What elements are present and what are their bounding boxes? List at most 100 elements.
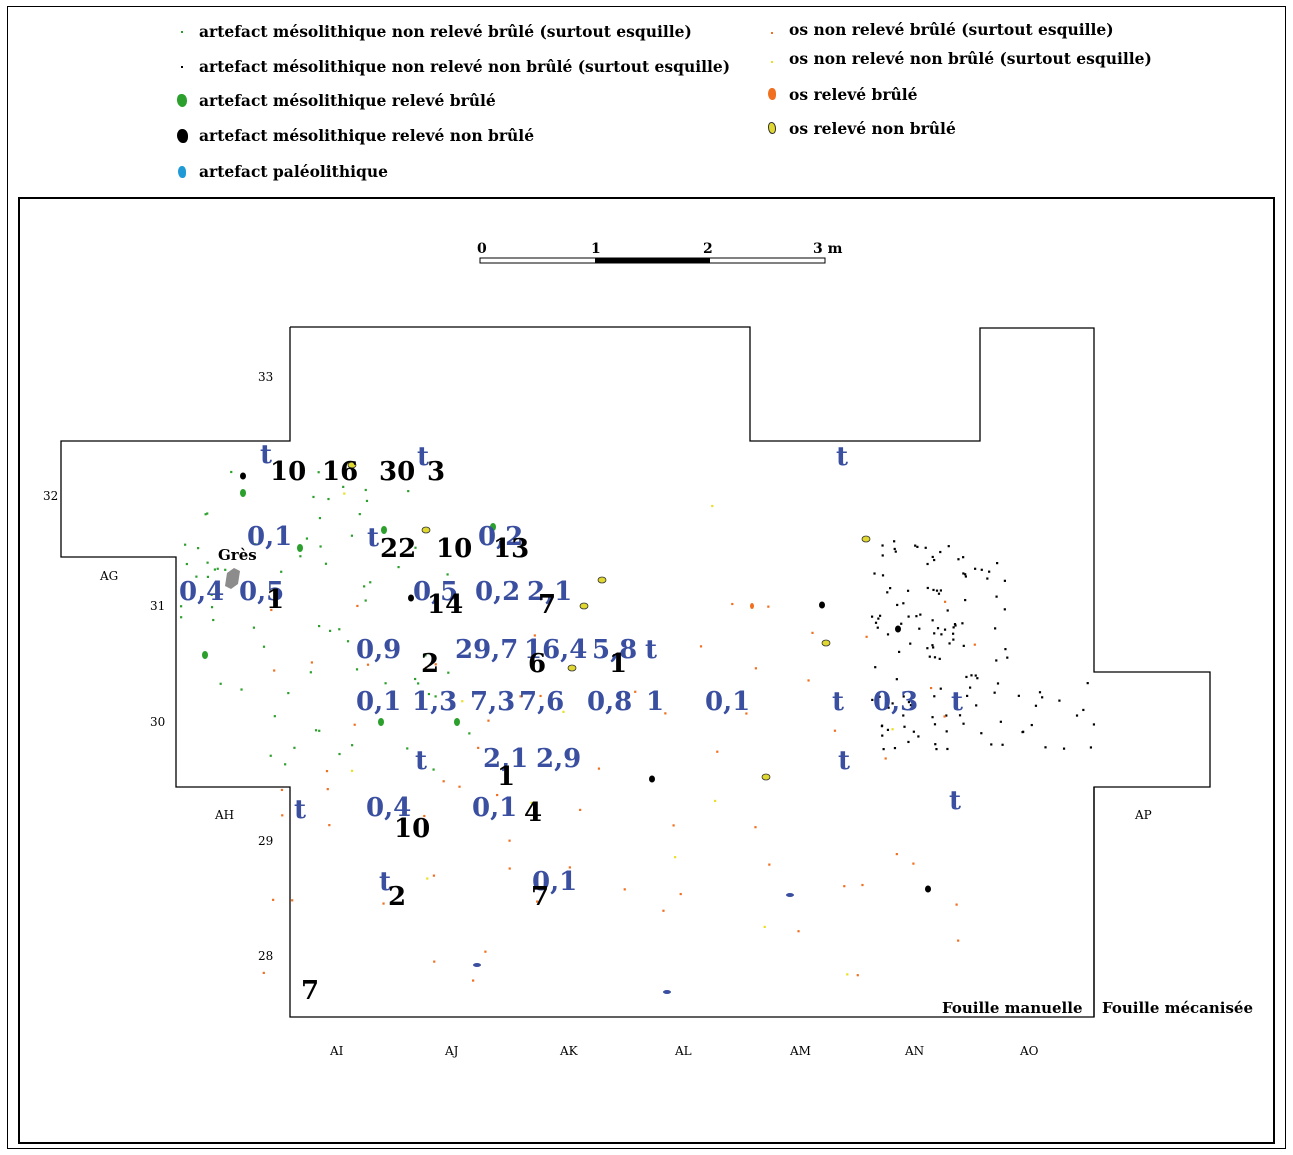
blob-orange-icon [765,87,779,103]
dot-black [1038,691,1042,694]
dot-black [1003,579,1006,582]
dot-green [184,543,187,546]
count-label: 4 [524,798,542,828]
blob-blue-icon [175,164,189,180]
dot-green [468,732,471,735]
dot-black [931,716,934,719]
dot-black [994,627,997,630]
weight-label: 2,1 [483,744,528,774]
weight-label: 0,8 [587,687,632,717]
dot-orange [833,729,837,732]
dot-orange [272,898,275,901]
count-label: 30 [379,457,415,487]
count-label: 1 [266,585,284,615]
grid-row-29: 29 [258,834,273,848]
dot-black [957,558,960,561]
dot-black [909,642,912,645]
dot-green [299,555,302,558]
dot-orange [634,690,637,693]
scale-tick-3: 3 m [813,241,843,257]
dot-green [414,546,417,549]
grid-row-30: 30 [150,715,165,729]
legend-label: os non relevé brûlé (surtout esquille) [789,20,1114,39]
dot-black [974,567,977,570]
dot-black [881,734,884,737]
legend-label: artefact mésolithique relevé brûlé [199,91,496,110]
dot-orange [662,909,665,912]
grid-col-AL: AL [674,1044,692,1058]
dot-orange [856,974,859,977]
legend-item: os non relevé brûlé (surtout esquille) [765,20,1114,39]
blob-blue [473,963,481,967]
dot-black [917,735,920,738]
weight-label: 0,4 [179,577,224,607]
dot-green [318,516,322,520]
dot-black [947,545,950,548]
dot-black [896,603,899,607]
dot-black [900,622,903,625]
dot-orange [843,885,846,888]
dot-black [952,626,955,629]
dot-black [975,704,978,707]
dot-black [939,589,942,592]
grid-row-31: 31 [150,599,165,613]
blob-green-icon [175,93,189,109]
dot-green [427,692,431,696]
dot-green [206,561,209,564]
dot-green [468,652,471,655]
weight-labels: t t t 0,1 t 0,2 0,4 0,5 0,5 0,2 2,1 0,9 … [179,440,963,912]
legend-item: artefact mésolithique non relevé brûlé (… [175,22,692,41]
dot-yellow [562,710,565,713]
dot-black [1034,704,1038,707]
count-label: 1 [609,649,627,679]
weight-label: 29,7 [455,635,518,665]
dot-black [918,627,921,630]
dot-black [995,595,998,598]
dot-black [945,714,948,717]
dot-black [1044,746,1047,749]
dot-black [958,714,962,717]
dot-black [893,540,896,543]
dot-black [880,725,884,728]
dot-black [962,644,965,647]
dot-black [952,638,955,641]
dot-green [195,575,198,578]
dot-green [319,545,322,548]
dot-yellow [763,925,766,929]
dot-black [1086,682,1089,685]
blob-green [381,526,387,534]
weight-label: t [949,786,961,816]
dot-black [974,674,977,677]
weight-label: 7,3 [470,687,515,717]
dot-black [1030,723,1033,727]
dot-black [933,695,936,698]
dot-black [914,544,917,547]
dot-black [988,570,991,573]
dot-green [328,629,332,632]
dot-green [350,534,354,537]
blob-black [408,594,414,602]
dot-orange [477,746,480,749]
dot-green [206,512,209,515]
dot-green [284,763,287,766]
dot-green [216,567,219,570]
dot-yellow [714,799,717,803]
blob-black [819,601,825,609]
weight-label: t [379,867,391,897]
dot-black [878,695,881,698]
dot-black [881,554,884,557]
dot-green [213,568,217,571]
dot-black [940,633,943,636]
weight-label: 2 [388,882,406,912]
dot-green [309,671,312,674]
dot-black [873,572,876,575]
dot-black [893,746,897,750]
dot-yellow [461,700,464,703]
dot-orange [957,939,960,942]
grid-col-AH: AH [214,808,234,822]
dot-orange [262,971,265,975]
dot-black [968,686,972,689]
count-label: 10 [394,814,430,844]
dot-black [895,678,898,681]
dot-yellow [711,504,714,508]
